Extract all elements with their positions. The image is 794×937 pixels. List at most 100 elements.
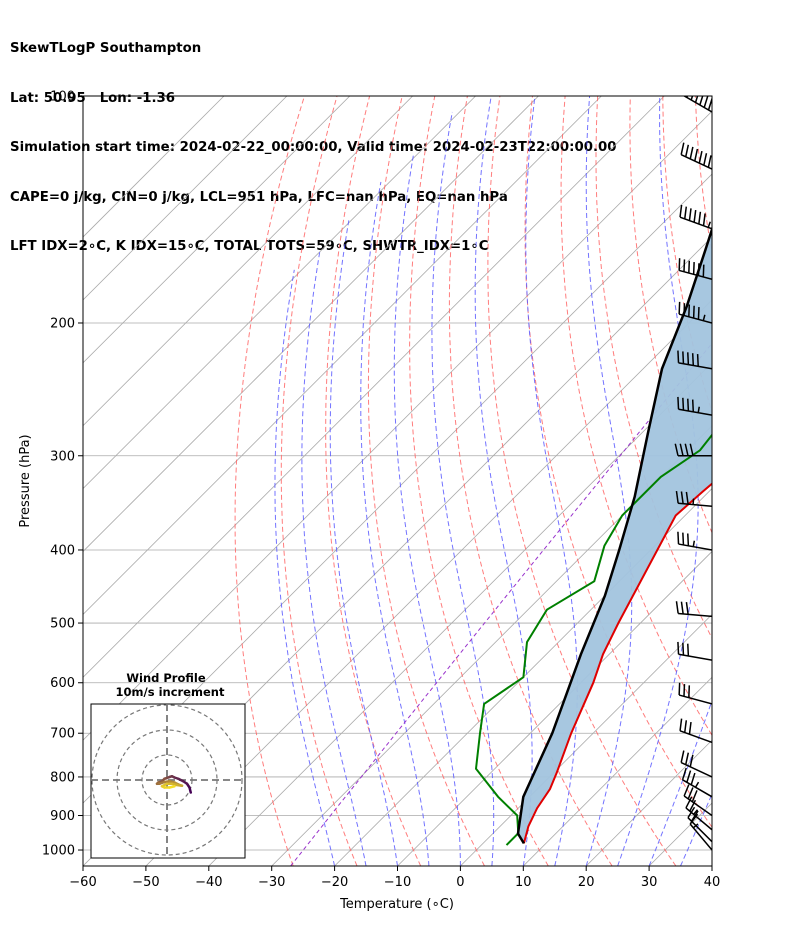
- wind-barb-flag: [694, 148, 699, 162]
- wind-barb: [678, 258, 712, 280]
- dry-adiabat-line: [234, 96, 305, 866]
- moist-adiabat-line: [393, 155, 461, 866]
- x-tick-label: 0: [456, 875, 464, 890]
- x-tick-label: −10: [384, 875, 411, 890]
- wind-barb-flag: [680, 601, 684, 614]
- isotherm-line: [145, 299, 712, 866]
- x-tick-label: −50: [132, 875, 159, 890]
- wind-barb-flag: [679, 443, 684, 456]
- isotherm-line: [775, 96, 794, 866]
- plot-area: [83, 96, 794, 866]
- wind-barb-staff: [679, 730, 712, 744]
- wind-barb-flag: [675, 601, 679, 614]
- wind-barb-flag: [675, 490, 679, 504]
- isotherm-line: [83, 96, 351, 364]
- wind-barb-flag: [684, 206, 688, 219]
- wind-barb: [675, 490, 712, 507]
- wind-barb: [678, 682, 712, 705]
- wind-barb: [677, 531, 712, 551]
- moist-adiabat-line: [680, 792, 712, 866]
- wind-barb-flag: [689, 813, 699, 825]
- wind-barb-flag: [682, 532, 685, 545]
- temperature-line: [522, 482, 712, 844]
- isotherm-line: [83, 96, 539, 553]
- wind-barb-half-flag: [692, 823, 699, 829]
- isotherm-line: [523, 676, 712, 866]
- wind-barb-flag: [688, 721, 692, 735]
- wind-barb-flag: [687, 787, 694, 800]
- mixing-ratio-line: [290, 342, 712, 866]
- isotherm-line: [83, 96, 602, 615]
- wind-barb-flag: [688, 208, 692, 221]
- moist-adiabat-line: [585, 96, 633, 866]
- wind-barb: [674, 443, 712, 457]
- wind-barb-staff: [683, 795, 712, 817]
- wind-barb-flag: [679, 718, 683, 731]
- x-tick-label: −60: [69, 875, 96, 890]
- isotherm-line: [83, 96, 476, 490]
- wind-barb-flag: [687, 643, 690, 657]
- wind-barb: [679, 204, 712, 230]
- hodograph-title: Wind Profile: [126, 671, 206, 685]
- wind-barb-flag: [687, 398, 690, 412]
- wind-barb-flag: [690, 96, 694, 101]
- wind-barb-flag: [677, 531, 680, 545]
- y-tick-label: 1000: [42, 844, 75, 859]
- wind-barb: [683, 784, 712, 817]
- wind-barb-flag: [702, 213, 706, 226]
- wind-barb-flag: [690, 810, 699, 822]
- isotherm-line: [334, 488, 712, 866]
- wind-barb-half-flag: [713, 107, 716, 112]
- parcel-path-line: [516, 225, 712, 845]
- wind-barb: [677, 641, 712, 661]
- wind-barb-flag: [691, 399, 695, 412]
- wind-barb-flag: [684, 443, 689, 456]
- moist-adiabat-line: [525, 96, 578, 866]
- wind-barb-flag: [689, 754, 694, 767]
- wind-barb-flag: [696, 353, 699, 367]
- wind-barb-half-flag: [702, 314, 706, 321]
- wind-barb: [678, 301, 712, 324]
- isotherm-line: [83, 96, 288, 301]
- wind-barb-staff: [678, 502, 712, 507]
- wind-barb-half-flag: [694, 781, 700, 788]
- wind-barb-flag: [686, 770, 692, 783]
- wind-barb: [680, 142, 712, 170]
- wind-barb: [689, 813, 712, 851]
- y-axis-label: Pressure (hPa): [18, 434, 33, 527]
- hodograph-subtitle: 10m/s increment: [116, 685, 225, 699]
- x-axis-label: Temperature (∘C): [339, 897, 454, 912]
- wind-barb-staff: [678, 694, 712, 705]
- x-tick-label: 40: [704, 875, 721, 890]
- wind-barb-flag: [682, 351, 685, 364]
- y-tick-label: 500: [50, 617, 75, 632]
- wind-barb-staff: [678, 612, 712, 618]
- wind-barb-half-flag: [707, 221, 711, 228]
- wind-barb-half-flag: [692, 540, 696, 547]
- hodograph-trace-segment: [168, 785, 176, 789]
- moist-adiabat-line: [301, 249, 367, 866]
- chart-header: SkewTLogP Southampton Lat: 50.95 Lon: -1…: [10, 8, 617, 272]
- wind-barb-flag: [699, 96, 704, 106]
- wind-barb-staff: [678, 543, 712, 551]
- isotherm-line: [271, 425, 712, 866]
- wind-barb-flag: [694, 96, 699, 103]
- isotherm-line: [83, 110, 712, 741]
- wind-barb-flag: [677, 350, 680, 363]
- wind-barb-staff: [678, 269, 712, 280]
- wind-barb-flag: [685, 491, 689, 505]
- wind-barb-flag: [680, 142, 685, 155]
- wind-barb-flag: [689, 146, 694, 160]
- wind-barb-half-flag: [692, 498, 695, 505]
- wind-barb-staff: [689, 823, 712, 851]
- x-tick-label: −20: [321, 875, 348, 890]
- dry-adiabat-line: [325, 96, 422, 866]
- wind-barb-flag: [683, 784, 690, 797]
- dry-adiabat-line: [367, 96, 485, 866]
- wind-barb: [675, 601, 712, 618]
- dry-adiabat-line: [560, 96, 712, 737]
- axes: −60 −50 −40 −30 −20 −10 0 10 20 30 40 100 200 300 400 5…: [42, 90, 720, 891]
- wind-barb-flag: [698, 211, 702, 225]
- wind-barb-flag: [674, 443, 679, 456]
